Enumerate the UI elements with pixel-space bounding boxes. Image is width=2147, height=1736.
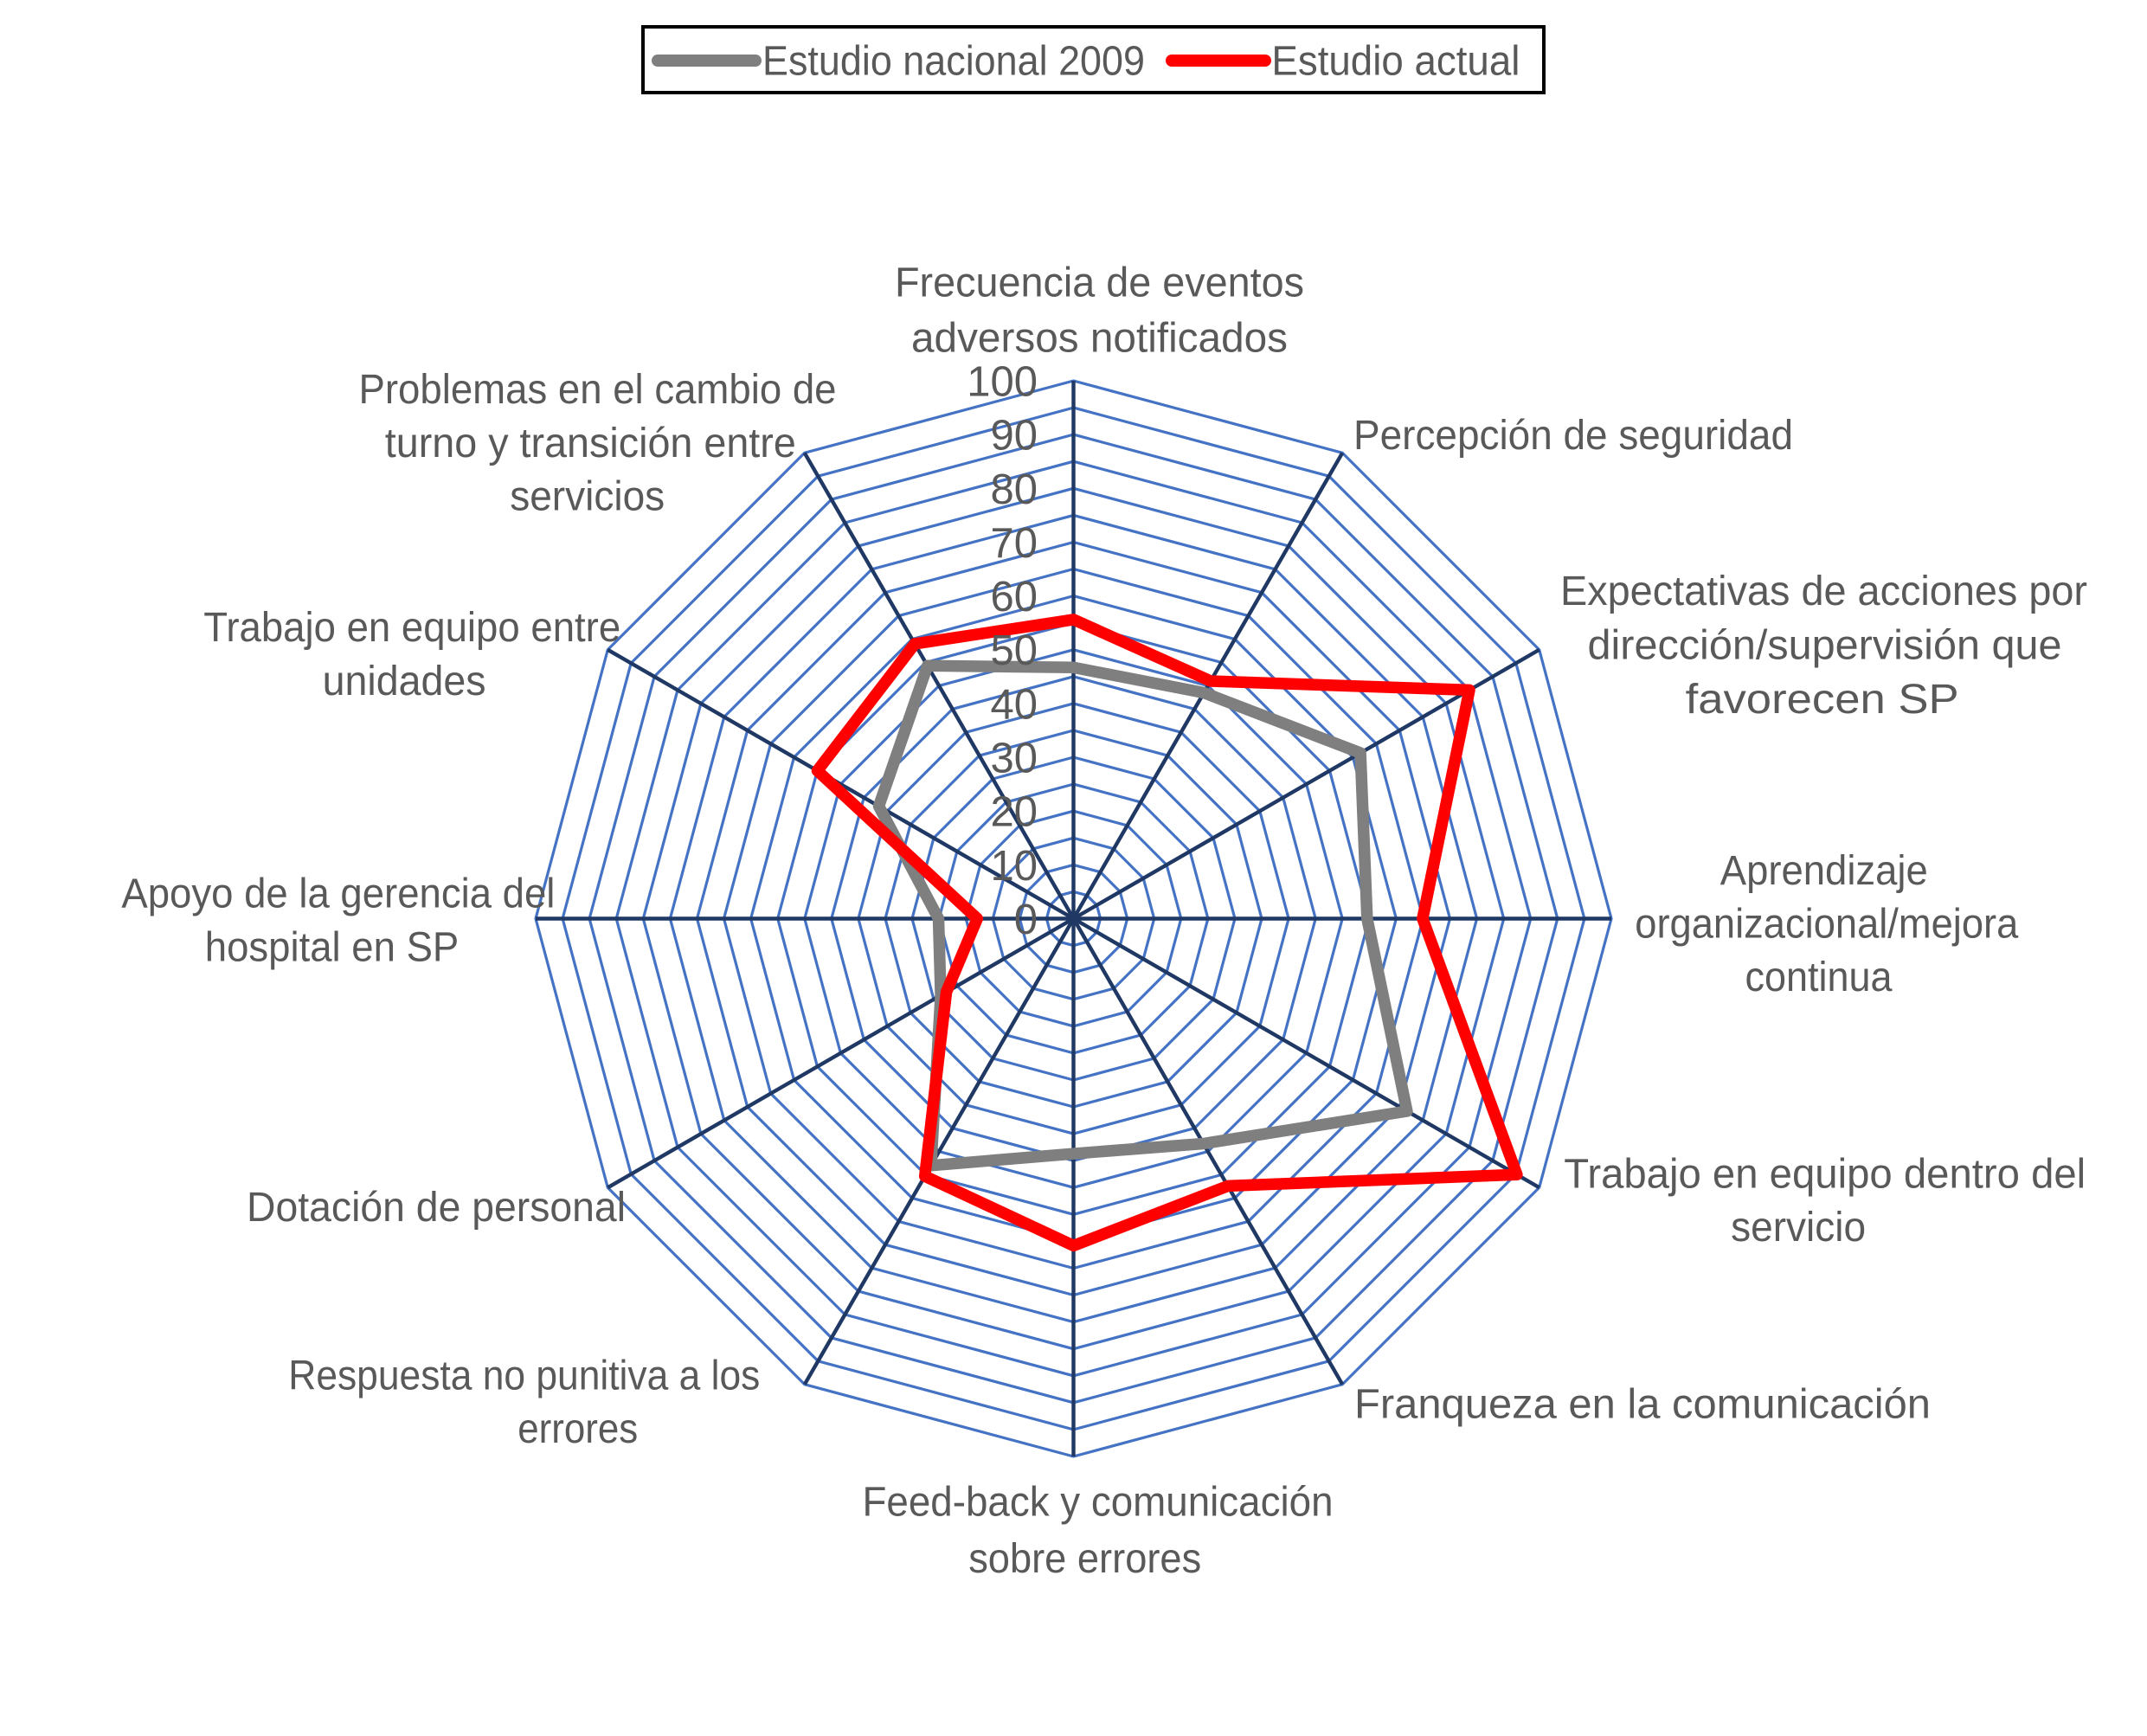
svg-text:Expectativas de acciones por: Expectativas de acciones por [1560, 569, 2087, 614]
svg-text:90: 90 [990, 413, 1038, 460]
svg-text:favorecen SP: favorecen SP [1686, 677, 1959, 723]
svg-text:dirección/supervisión que: dirección/supervisión que [1588, 623, 2062, 669]
svg-text:Aprendizaje: Aprendizaje [1720, 848, 1928, 894]
svg-text:10: 10 [990, 843, 1038, 890]
svg-text:20: 20 [990, 789, 1038, 836]
svg-text:Respuesta no punitiva a los: Respuesta no punitiva a los [288, 1353, 760, 1398]
svg-text:70: 70 [990, 520, 1038, 567]
svg-text:Trabajo en equipo dentro del: Trabajo en equipo dentro del [1564, 1152, 2086, 1198]
svg-text:errores: errores [517, 1406, 638, 1452]
svg-text:50: 50 [990, 627, 1038, 674]
svg-text:unidades: unidades [323, 659, 486, 704]
svg-text:Frecuencia de eventos: Frecuencia de eventos [895, 260, 1304, 305]
svg-text:Feed-back y comunicación: Feed-back y comunicación [863, 1480, 1334, 1526]
svg-text:adversos notificados: adversos notificados [911, 315, 1288, 361]
svg-text:30: 30 [990, 736, 1038, 782]
svg-text:Percepción de seguridad: Percepción de seguridad [1353, 413, 1793, 459]
svg-text:Trabajo en equipo entre: Trabajo en equipo entre [203, 605, 620, 651]
svg-text:sobre errores: sobre errores [968, 1536, 1201, 1582]
svg-text:turno y transición entre: turno y transición entre [385, 421, 796, 466]
svg-text:60: 60 [990, 574, 1038, 620]
svg-text:Apoyo de la gerencia del: Apoyo de la gerencia del [121, 871, 555, 917]
svg-text:80: 80 [990, 466, 1038, 513]
svg-text:servicios: servicios [510, 474, 665, 520]
svg-text:0: 0 [1014, 897, 1038, 943]
svg-text:hospital en SP: hospital en SP [205, 924, 460, 970]
svg-text:100: 100 [967, 359, 1038, 406]
svg-text:servicio: servicio [1731, 1205, 1866, 1251]
svg-text:Dotación de personal: Dotación de personal [247, 1185, 626, 1231]
svg-text:organizacional/mejora: organizacional/mejora [1635, 901, 2018, 947]
svg-text:Estudio nacional 2009: Estudio nacional 2009 [762, 39, 1145, 85]
svg-text:Problemas en el cambio de: Problemas en el cambio de [359, 367, 837, 413]
svg-text:Franqueza en la comunicación: Franqueza en la comunicación [1354, 1382, 1931, 1428]
svg-text:40: 40 [990, 681, 1038, 728]
svg-text:continua: continua [1745, 955, 1893, 1000]
svg-text:Estudio actual: Estudio actual [1271, 39, 1520, 85]
